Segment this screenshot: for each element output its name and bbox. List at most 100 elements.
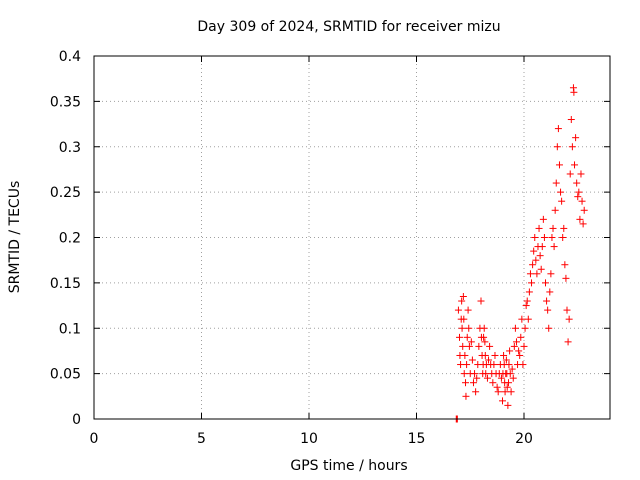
data-point <box>483 374 491 382</box>
data-point <box>553 143 561 151</box>
data-point <box>505 361 513 369</box>
data-point <box>546 288 554 296</box>
data-point <box>465 324 473 332</box>
data-point <box>505 379 513 387</box>
data-point <box>578 197 586 205</box>
data-point <box>540 234 548 241</box>
data-point <box>539 215 547 223</box>
data-point <box>573 179 581 187</box>
data-point <box>561 261 569 269</box>
data-point <box>469 379 477 387</box>
data-point <box>464 306 472 314</box>
data-point <box>549 224 557 232</box>
data-point <box>515 347 523 355</box>
data-point <box>577 170 585 178</box>
y-tick-label: 0.4 <box>59 49 81 65</box>
data-point <box>532 256 540 264</box>
x-tick-label: 0 <box>90 431 99 447</box>
data-point <box>460 315 468 323</box>
data-point <box>528 279 536 287</box>
data-point <box>459 342 467 350</box>
data-point <box>503 383 511 391</box>
data-point <box>571 161 579 169</box>
data-point <box>459 292 467 300</box>
data-point <box>502 356 510 364</box>
data-point <box>494 388 502 396</box>
data-point <box>543 297 551 305</box>
data-point <box>461 351 469 359</box>
data-point <box>458 324 466 332</box>
data-point <box>530 247 538 255</box>
data-point <box>480 333 488 341</box>
data-point <box>567 116 575 124</box>
data-point <box>548 234 556 241</box>
data-point <box>493 383 501 391</box>
y-tick-label: 0.25 <box>50 185 81 201</box>
data-point <box>462 392 470 400</box>
data-point <box>538 243 546 251</box>
y-tick-label: 0.1 <box>59 321 81 337</box>
data-point <box>462 379 470 387</box>
data-point <box>472 388 480 396</box>
data-point <box>558 197 566 205</box>
data-point <box>458 297 466 305</box>
data-point <box>519 361 527 369</box>
data-point <box>460 370 468 378</box>
data-point <box>544 306 552 314</box>
data-point <box>560 224 568 232</box>
data-point <box>486 342 494 350</box>
data-point <box>509 374 517 382</box>
data-point <box>499 397 506 405</box>
axis-ticks: 0 0.05 0.1 0.15 0.2 0.25 0.3 0.35 0.4 0 5 10 15 20 <box>50 49 610 447</box>
y-tick-label: 0.3 <box>59 140 81 156</box>
data-point <box>491 351 499 359</box>
data-point <box>510 342 518 350</box>
data-point <box>489 379 497 387</box>
data-point <box>512 338 520 346</box>
data-point <box>500 351 508 359</box>
data-point <box>507 388 515 396</box>
data-point <box>454 306 462 314</box>
x-tick-label: 15 <box>408 431 426 447</box>
data-point <box>518 315 526 323</box>
data-point <box>468 356 476 364</box>
data-point <box>529 261 537 269</box>
data-point <box>475 342 483 350</box>
data-point <box>501 388 509 396</box>
data-point <box>568 143 576 151</box>
data-point <box>463 333 471 341</box>
x-axis-title: GPS time / hours <box>290 458 407 474</box>
x-tick-label: 10 <box>300 431 318 447</box>
data-point <box>516 351 524 359</box>
data-point <box>579 220 587 228</box>
data-point <box>563 306 571 314</box>
data-point <box>465 342 473 350</box>
data-point <box>481 351 489 359</box>
data-point <box>535 224 543 232</box>
data-point <box>550 243 558 251</box>
plot-frame <box>93 55 611 420</box>
data-point <box>570 88 578 96</box>
data-point <box>521 324 529 332</box>
data-point <box>524 315 532 323</box>
data-point <box>537 265 545 273</box>
data-point <box>508 365 516 373</box>
data-point <box>526 270 534 278</box>
data-point <box>574 193 582 201</box>
y-tick-label: 0.35 <box>50 94 81 110</box>
grid-lines <box>94 56 610 419</box>
data-point <box>490 361 498 369</box>
x-tick-label: 5 <box>197 431 206 447</box>
data-point <box>572 134 580 142</box>
data-point <box>557 188 565 196</box>
x-tick-label: 20 <box>515 431 533 447</box>
data-point <box>523 297 531 305</box>
data-point <box>542 279 549 287</box>
data-point <box>477 297 485 305</box>
data-point <box>467 338 475 346</box>
data-point <box>511 324 519 332</box>
data-point <box>482 370 490 378</box>
data-point <box>480 324 488 332</box>
data-point <box>531 234 539 241</box>
